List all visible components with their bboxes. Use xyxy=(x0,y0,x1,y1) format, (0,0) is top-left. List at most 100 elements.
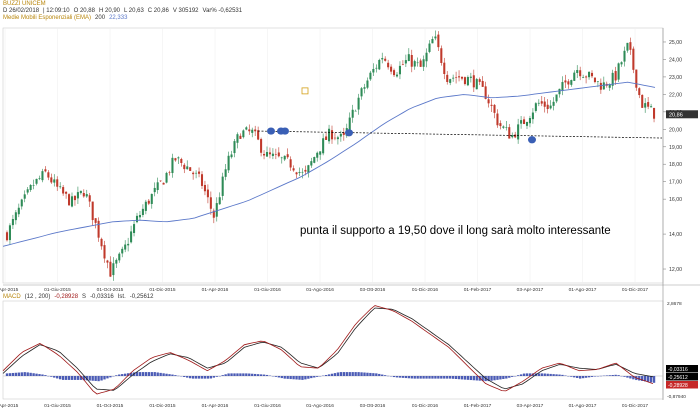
price-x-tick-label: 01-Dic-2017 xyxy=(622,287,648,293)
candle-body xyxy=(268,152,271,155)
macd-histogram-bar xyxy=(324,374,328,377)
candle-body xyxy=(446,74,449,82)
macd-histogram-bar xyxy=(528,373,532,377)
candle-body xyxy=(395,74,399,77)
ema-legend-value: 22,333 xyxy=(109,15,128,21)
macd-histogram-bar xyxy=(646,376,650,382)
macd-histogram-bar xyxy=(115,375,118,377)
candle-body xyxy=(280,157,283,159)
macd-histogram-bar xyxy=(395,376,399,378)
symbol-title: BUZZI UNICEM xyxy=(3,1,46,7)
macd-histogram-bar xyxy=(286,376,289,379)
macd-histogram-bar xyxy=(384,375,387,377)
macd-histogram-bar xyxy=(298,376,301,380)
candle-body xyxy=(23,194,26,199)
candle-body xyxy=(404,60,407,64)
macd-histogram-bar xyxy=(449,376,452,379)
macd-histogram-bar xyxy=(360,372,363,377)
candle-body xyxy=(171,157,174,174)
macd-histogram-bar xyxy=(79,376,83,380)
candle-body xyxy=(283,155,286,160)
candle-body xyxy=(141,208,144,216)
candle-body xyxy=(180,158,183,163)
macd-histogram-bar xyxy=(475,376,478,381)
candle-body xyxy=(156,182,159,191)
candle-body xyxy=(632,48,635,70)
macd-histogram-bar xyxy=(623,376,626,377)
candle-body xyxy=(460,76,464,79)
macd-histogram-bar xyxy=(256,374,260,377)
macd-histogram-bar xyxy=(508,376,511,378)
price-x-tick-label: 01-Oct-2015 xyxy=(97,287,124,293)
candle-body xyxy=(602,82,605,90)
candle-body xyxy=(103,245,106,259)
candle-body xyxy=(106,260,109,263)
candle-body xyxy=(351,109,354,118)
macd-histogram-bar xyxy=(8,373,12,377)
macd-histogram-bar xyxy=(649,376,653,383)
macd-histogram-bar xyxy=(289,376,292,380)
macd-legend-params: (12 , 200) xyxy=(24,294,51,300)
macd-x-tick-label: 01-Apr-2016 xyxy=(202,403,229,409)
macd-histogram-bar xyxy=(138,372,142,377)
candle-body xyxy=(177,157,180,159)
macd-histogram-bar xyxy=(88,376,91,381)
macd-histogram-bar xyxy=(330,373,334,377)
macd-histogram-bar xyxy=(354,372,357,377)
candle-body xyxy=(517,124,520,140)
candle-body xyxy=(239,135,242,139)
candle-body xyxy=(449,79,452,83)
macd-histogram-bar xyxy=(564,375,567,377)
candle-body xyxy=(138,215,141,218)
macd-histogram-bar xyxy=(147,372,150,377)
price-x-tick-label: 01-Giu-2016 xyxy=(254,287,281,293)
macd-x-tick-label: 01-Giu-2015 xyxy=(44,403,71,409)
candle-body xyxy=(440,48,443,63)
macd-histogram-bar xyxy=(558,374,561,377)
candle-body xyxy=(590,72,594,77)
macd-histogram-bar xyxy=(85,376,88,381)
candle-body xyxy=(593,77,596,83)
candle-body xyxy=(472,75,475,88)
candle-body xyxy=(245,127,248,130)
support-touch-marker xyxy=(528,136,536,144)
candle-body xyxy=(159,180,162,182)
macd-histogram-bar xyxy=(206,376,210,379)
price-y-tick-label: 17,00 xyxy=(669,180,682,186)
candle-body xyxy=(336,137,339,140)
macd-histogram-bar xyxy=(35,373,38,377)
candle-body xyxy=(623,50,626,62)
candle-body xyxy=(189,167,192,171)
candle-body xyxy=(328,128,331,142)
macd-histogram-bar xyxy=(608,375,611,377)
candle-body xyxy=(227,155,230,171)
macd-x-tick-label: 01-Dic-2015 xyxy=(149,403,175,409)
macd-histogram-bar xyxy=(576,376,579,379)
macd-histogram-bar xyxy=(103,376,106,380)
macd-histogram-bar xyxy=(14,372,18,377)
macd-histogram-bar xyxy=(168,374,171,377)
candle-body xyxy=(100,238,103,247)
candle-body xyxy=(233,141,236,154)
candle-body xyxy=(481,80,484,87)
macd-histogram-bar xyxy=(327,374,331,377)
macd-histogram-bar xyxy=(38,374,41,377)
candle-body xyxy=(384,58,387,61)
candle-body xyxy=(221,176,224,196)
candle-body xyxy=(469,76,472,78)
macd-histogram-bar xyxy=(144,372,148,377)
candle-body xyxy=(206,189,209,198)
macd-histogram-bar xyxy=(97,376,100,382)
candle-body xyxy=(576,69,579,73)
macd-histogram-bar xyxy=(23,372,26,377)
candle-body xyxy=(585,76,588,78)
macd-legend-name: MACD xyxy=(3,294,21,300)
candle-body xyxy=(434,36,437,39)
candle-body xyxy=(11,219,14,226)
macd-histogram-bar xyxy=(194,376,198,379)
macd-histogram-bar xyxy=(183,376,186,378)
candle-body xyxy=(150,193,153,204)
candle-body xyxy=(366,80,369,88)
macd-histogram-bar xyxy=(614,374,617,377)
macd-histogram-bar xyxy=(522,373,526,377)
